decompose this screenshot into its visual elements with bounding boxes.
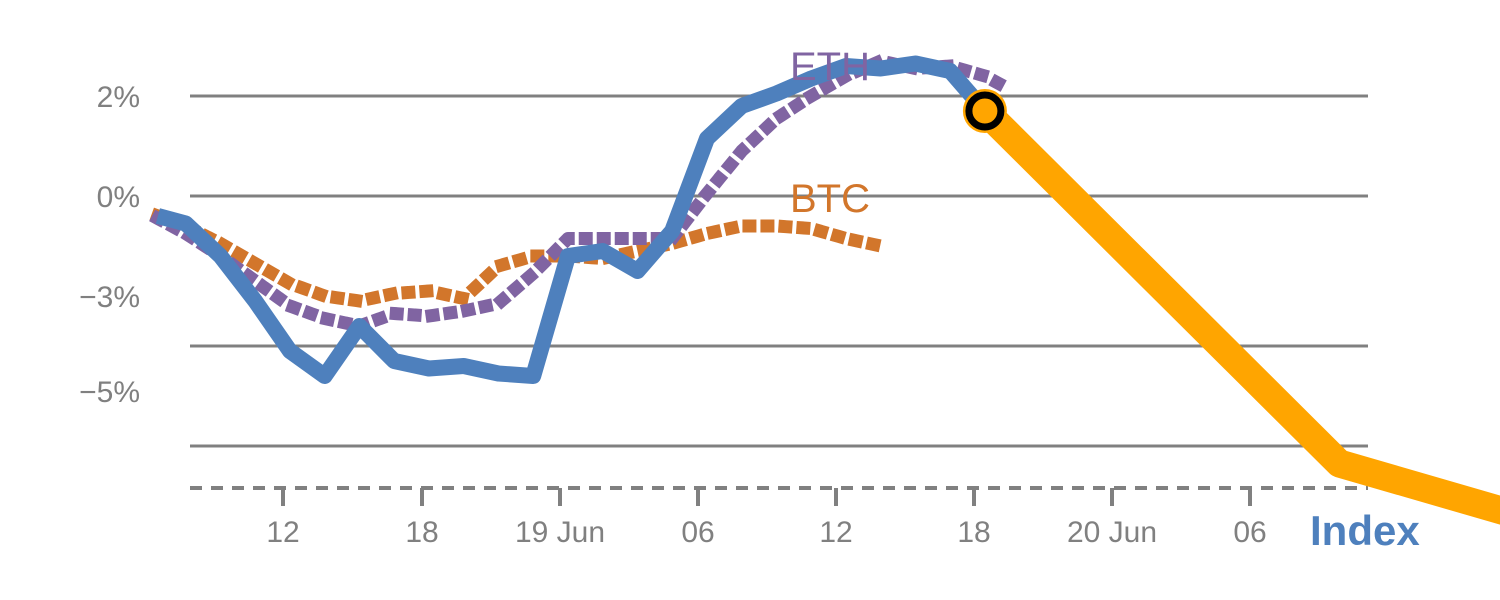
x-axis-labels: 12 18 19 Jun 06 12 18 20 Jun 06: [266, 516, 1266, 549]
current-point-marker[interactable]: [962, 89, 1007, 133]
y-tick-label-neg3pct: −3%: [79, 281, 140, 314]
series-line-forecast[interactable]: [975, 101, 1500, 526]
x-tick-label-18a: 18: [405, 516, 438, 549]
y-tick-label-neg5pct: −5%: [79, 376, 140, 409]
x-tick-label-19jun: 19 Jun: [515, 516, 605, 549]
series-label-btc: BTC: [790, 177, 870, 221]
x-axis-ticks: [281, 488, 1252, 506]
marker-ring-icon: [965, 91, 1005, 131]
series-label-eth: ETH: [790, 45, 870, 89]
y-tick-label-0pct: 0%: [97, 181, 140, 214]
y-tick-label-2pct: 2%: [97, 81, 140, 114]
x-tick-label-20jun: 20 Jun: [1067, 516, 1157, 549]
x-tick-label-18b: 18: [957, 516, 990, 549]
x-axis-title-index: Index: [1310, 507, 1420, 554]
x-tick-label-12a: 12: [266, 516, 299, 549]
x-tick-label-12b: 12: [819, 516, 852, 549]
series-line-index[interactable]: [155, 55, 991, 384]
series-line-btc[interactable]: [149, 207, 889, 308]
gridlines: [190, 94, 1368, 448]
x-tick-label-06b: 06: [1233, 516, 1266, 549]
y-axis-labels: 2% 0% −3% −5%: [79, 81, 140, 409]
x-tick-label-06a: 06: [681, 516, 714, 549]
